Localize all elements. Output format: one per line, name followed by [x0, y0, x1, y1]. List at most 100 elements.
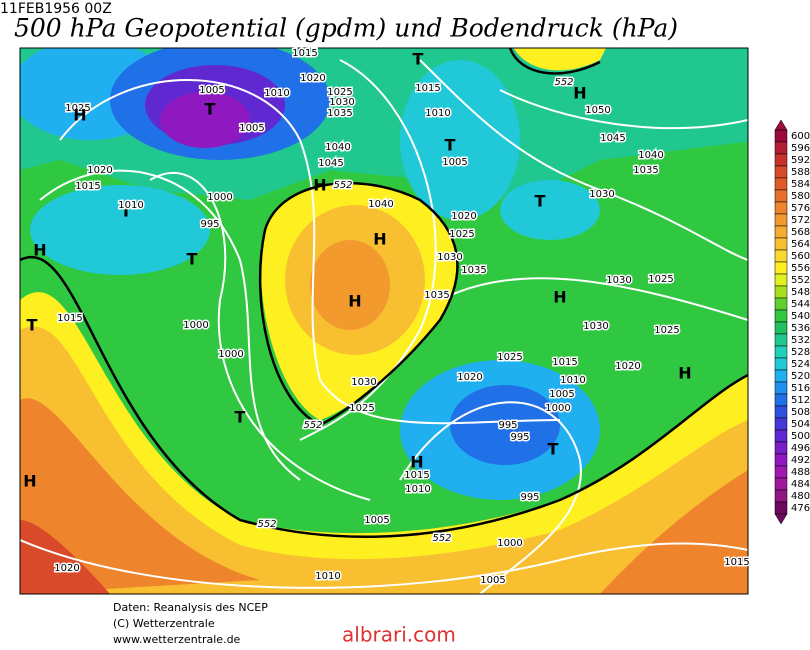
isobar-label: 1010	[560, 375, 585, 386]
isobar-label: 1015	[292, 48, 317, 59]
legend-swatch	[774, 345, 788, 359]
footer-line: (C) Wetterzentrale	[113, 617, 215, 630]
legend-label: 572	[791, 215, 810, 226]
isobar-label: 1005	[549, 389, 574, 400]
legend-label: 532	[791, 335, 810, 346]
pressure-center: T	[187, 250, 198, 269]
isobar-label: 1020	[457, 372, 482, 383]
map-frame	[19, 47, 749, 595]
legend-label: 560	[791, 251, 810, 262]
legend-label: 512	[791, 395, 810, 406]
legend-label: 488	[791, 467, 810, 478]
isobar-label: 552	[333, 180, 352, 191]
legend-swatch	[774, 165, 788, 179]
isobar-label: 1015	[724, 557, 749, 568]
pressure-center: T	[548, 440, 559, 459]
isobar-label: 1005	[364, 515, 389, 526]
isobar-label: 1000	[218, 349, 243, 360]
contour-552	[20, 48, 748, 539]
isobar-label: 1010	[405, 484, 430, 495]
legend-label: 504	[791, 419, 810, 430]
legend-swatch	[774, 441, 788, 455]
isobar-label: 1030	[437, 252, 462, 263]
isobar-label: 1035	[461, 265, 486, 276]
isobar-label: 1030	[583, 321, 608, 332]
legend-swatch	[774, 417, 788, 431]
isobar-label: 552	[303, 420, 322, 431]
isobar-label: 1025	[349, 403, 374, 414]
pressure-center: H	[573, 84, 586, 103]
legend-swatch	[774, 225, 788, 239]
isobar-label: 1040	[638, 150, 663, 161]
legend-label: 496	[791, 443, 810, 454]
legend-label: 552	[791, 275, 810, 286]
legend-label: 556	[791, 263, 810, 274]
isobar-label: 552	[432, 533, 451, 544]
isobar-label: 1040	[325, 142, 350, 153]
isobar-label: 1040	[368, 199, 393, 210]
pressure-center: H	[33, 241, 46, 260]
legend-label: 592	[791, 155, 810, 166]
legend-swatch	[774, 273, 788, 287]
legend-swatch	[774, 321, 788, 335]
pressure-center: T	[121, 202, 132, 221]
legend-label: 484	[791, 479, 810, 490]
isobar-label: 1035	[633, 165, 658, 176]
isobar-label: 1020	[54, 563, 79, 574]
legend-label: 480	[791, 491, 810, 502]
isobar-label: 1050	[585, 105, 610, 116]
legend-label: 536	[791, 323, 810, 334]
isobar-label: 1020	[615, 361, 640, 372]
isobar-label: 1035	[424, 290, 449, 301]
isobar-label: 1025	[449, 229, 474, 240]
legend-label: 588	[791, 167, 810, 178]
isobar-label: 995	[498, 420, 517, 431]
legend-label: 564	[791, 239, 810, 250]
legend-swatch	[774, 465, 788, 479]
isobar-label: 1015	[57, 313, 82, 324]
isobar-label: 1000	[545, 403, 570, 414]
isobar-label: 1015	[404, 470, 429, 481]
date-label: 11FEB1956 00Z	[0, 1, 112, 17]
legend-swatch	[774, 153, 788, 167]
legend-swatch	[774, 309, 788, 323]
isobar-label: 1025	[327, 87, 352, 98]
pressure-center: H	[553, 288, 566, 307]
legend-label: 596	[791, 143, 810, 154]
legend-label: 528	[791, 347, 810, 358]
legend-swatch	[774, 453, 788, 467]
footer-line: Daten: Reanalysis des NCEP	[113, 601, 268, 614]
pressure-center: T	[235, 408, 246, 427]
legend-label: 500	[791, 431, 810, 442]
isobars	[20, 59, 748, 594]
pressure-center: T	[413, 50, 424, 69]
legend-label: 540	[791, 311, 810, 322]
isobar-label: 1000	[207, 192, 232, 203]
pressure-center: H	[313, 176, 326, 195]
isobar-label: 1045	[600, 133, 625, 144]
legend-label: 492	[791, 455, 810, 466]
legend-swatch	[774, 405, 788, 419]
legend-swatch	[774, 477, 788, 491]
isobar-label: 1030	[589, 189, 614, 200]
pressure-center: T	[27, 316, 38, 335]
isobar-label: 1030	[329, 97, 354, 108]
isobar-label: 995	[520, 492, 539, 503]
legend-swatch	[774, 129, 788, 143]
footer-line: www.wetterzentrale.de	[113, 633, 241, 646]
isobar-label: 1025	[654, 325, 679, 336]
legend-label: 548	[791, 287, 810, 298]
isobar-label: 1045	[318, 158, 343, 169]
legend-swatch	[774, 201, 788, 215]
pressure-center: H	[410, 453, 423, 472]
isobar-label: 1025	[497, 352, 522, 363]
isobar-label: 1000	[497, 538, 522, 549]
isobar-label: 552	[554, 77, 573, 88]
isobar-label: 1015	[552, 357, 577, 368]
legend-swatch	[774, 357, 788, 371]
isobar-label: 1025	[65, 103, 90, 114]
isobar-label: 1010	[118, 200, 143, 211]
isobar-label: 1020	[451, 211, 476, 222]
pressure-center: H	[348, 292, 361, 311]
legend-label: 568	[791, 227, 810, 238]
